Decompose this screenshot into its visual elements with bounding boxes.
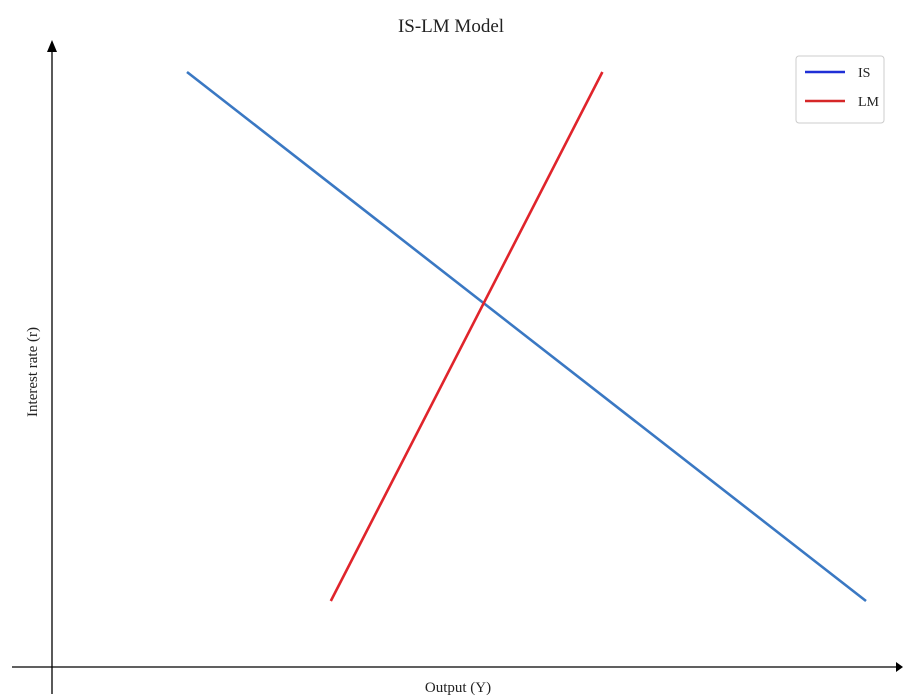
series-line-is (186, 70, 867, 603)
x-axis-label: Output (Y) (425, 680, 491, 696)
legend-box (795, 55, 885, 124)
series-line-lm (329, 71, 604, 602)
legend-label-is: IS (858, 66, 870, 81)
y-axis-label: Interest rate (r) (25, 327, 41, 417)
series-group (186, 70, 867, 603)
legend: IS LM (795, 55, 885, 124)
y-axis-arrowhead (47, 40, 57, 52)
x-axis-arrowhead (896, 662, 903, 672)
legend-label-lm: LM (858, 95, 880, 110)
axes (12, 40, 903, 694)
chart-title: IS-LM Model (398, 16, 504, 37)
